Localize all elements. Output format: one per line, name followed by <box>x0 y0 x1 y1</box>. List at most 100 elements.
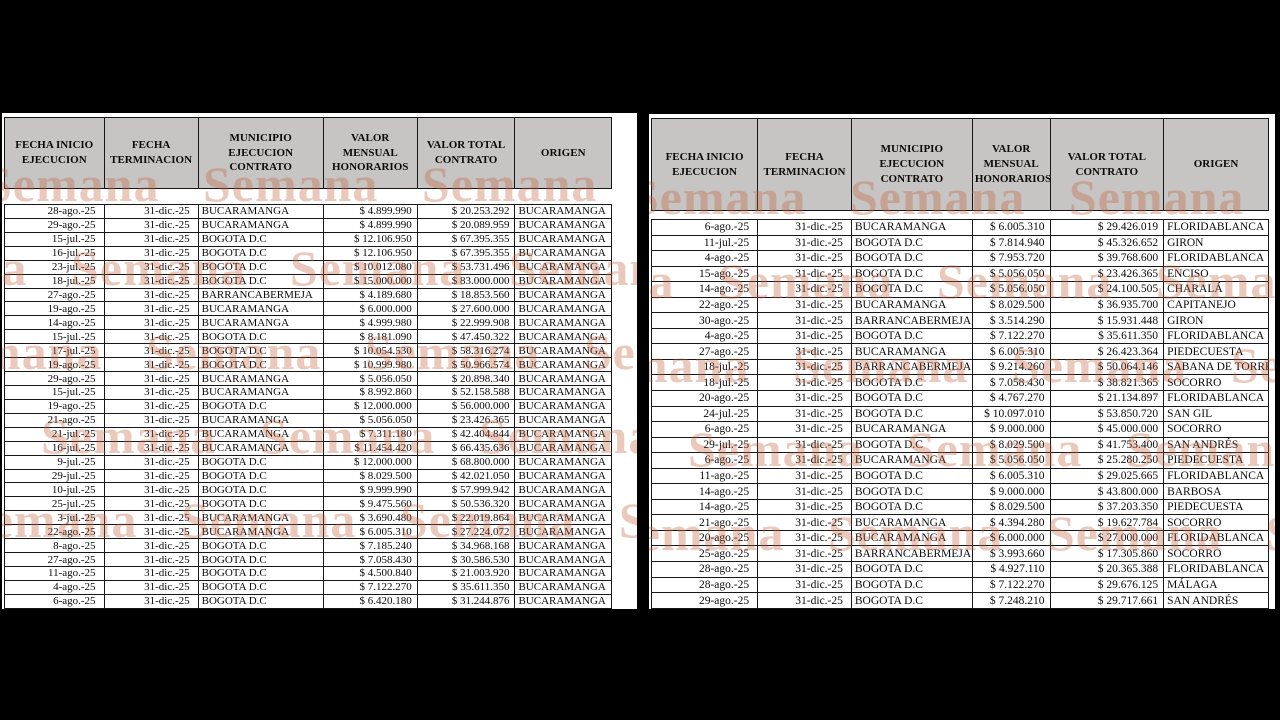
table-cell: BUCARAMANGA <box>514 301 612 317</box>
column-header: FECHA TERMINACION <box>757 118 852 211</box>
table-cell: SABANA DE TORRES <box>1163 358 1269 376</box>
table-cell: BUCARAMANGA <box>514 565 612 581</box>
table-cell: 31-dic.-25 <box>103 273 199 289</box>
table-cell: BUCARAMANGA <box>197 315 324 331</box>
table-cell: $ 6.000.000 <box>322 301 418 317</box>
table-cell: $ 9.475.560 <box>322 496 418 512</box>
table-cell: 4-ago.-25 <box>650 327 759 345</box>
table-cell: $ 8.029.500 <box>971 436 1051 454</box>
table-cell: SAN ANDRÉS <box>1163 592 1269 609</box>
table-cell: BOGOTA D.C <box>197 398 324 414</box>
table-cell: BUCARAMANGA <box>514 231 612 247</box>
table-cell: 31-dic.-25 <box>103 579 199 595</box>
table-row: 28-ago.-25 31-dic.-25 BUCARAMANGA $ 4.899.9… <box>4 204 612 219</box>
table-cell: $ 6.420.180 <box>322 593 418 609</box>
table-cell: PIEDECUESTA <box>1163 452 1269 469</box>
table-cell: 31-dic.-25 <box>103 496 199 512</box>
table-cell: 31-dic.-25 <box>757 265 852 283</box>
table-cell: $ 7.058.430 <box>971 374 1051 392</box>
column-header: VALOR TOTAL CONTRATO <box>416 117 516 189</box>
table-cell: BUCARAMANGA <box>514 538 612 554</box>
table-cell: 8-ago.-25 <box>4 538 105 554</box>
table-row: 10-jul.-25 31-dic.-25 BOGOTA D.C $ 9.999.99… <box>4 482 612 498</box>
table-cell: 31-dic.-25 <box>103 259 199 275</box>
table-cell: $ 12.000.000 <box>322 398 418 414</box>
table-cell: 31-dic.-25 <box>757 421 852 438</box>
table-cell: $ 36.935.700 <box>1049 296 1165 314</box>
column-header: FECHA TERMINACION <box>103 117 199 189</box>
table-cell: BUCARAMANGA <box>850 343 973 360</box>
contracts-table-right: FECHA INICIO EJECUCION FECHA TERMINACION M… <box>650 118 1269 609</box>
table-row: 18-jul.-25 31-dic.-25 BOGOTA D.C $ 15.000.0… <box>4 273 612 289</box>
table-cell: 4-ago.-25 <box>650 250 759 267</box>
table-cell: BARRANCABERMEJA <box>850 312 973 329</box>
table-cell: 31-dic.-25 <box>103 538 199 554</box>
table-cell: 31-dic.-25 <box>103 301 199 317</box>
table-cell: SAN ANDRÉS <box>1163 436 1269 454</box>
table-cell: 31-dic.-25 <box>757 312 852 329</box>
table-cell: $ 11.454.420 <box>322 440 418 456</box>
table-cell: $ 5.056.050 <box>971 265 1051 283</box>
table-row: 11-ago.-25 31-dic.-25 BOGOTA D.C $ 4.500.84… <box>4 565 612 581</box>
table-cell: $ 3.514.290 <box>971 312 1051 329</box>
table-cell: $ 24.100.505 <box>1049 281 1165 298</box>
table-row: 29-jul.-25 31-dic.-25 BOGOTA D.C $ 8.029.50… <box>4 468 612 484</box>
table-cell: $ 7.953.720 <box>971 250 1051 267</box>
column-header: ORIGEN <box>514 117 612 189</box>
table-cell: BOGOTA D.C <box>850 483 973 500</box>
table-cell: 24-jul.-25 <box>650 405 759 423</box>
table-cell: $ 41.753.400 <box>1049 436 1165 454</box>
table-cell: 21-ago.-25 <box>4 412 105 428</box>
table-cell: FLORIDABLANCA <box>1163 250 1269 267</box>
table-cell: $ 57.999.942 <box>416 482 516 498</box>
table-cell: BOGOTA D.C <box>197 329 324 345</box>
table-cell: BUCARAMANGA <box>197 301 324 317</box>
table-cell: 18-jul.-25 <box>4 273 105 289</box>
table-cell: $ 29.717.661 <box>1049 592 1165 609</box>
table-cell: BUCARAMANGA <box>514 426 612 442</box>
table-cell: $ 30.586.530 <box>416 552 516 567</box>
table-cell: 15-jul.-25 <box>4 329 105 345</box>
table-cell: $ 45.000.000 <box>1049 421 1165 438</box>
table-cell: SOCORRO <box>1163 421 1269 438</box>
table-cell: $ 35.611.350 <box>416 579 516 595</box>
table-row: 16-jul.-25 31-dic.-25 BOGOTA D.C $ 12.106.9… <box>4 245 612 261</box>
table-row: 4-ago.-25 31-dic.-25 BOGOTA D.C $ 7.122.270… <box>650 327 1269 345</box>
table-cell: $ 67.395.355 <box>416 231 516 247</box>
table-cell: BOGOTA D.C <box>850 498 973 516</box>
table-cell: BOGOTA D.C <box>850 436 973 454</box>
table-cell: $ 45.326.652 <box>1049 234 1165 252</box>
table-cell: 18-jul.-25 <box>650 374 759 392</box>
table-cell: $ 6.005.310 <box>971 343 1051 360</box>
table-cell: $ 15.000.000 <box>322 273 418 289</box>
table-row: 15-jul.-25 31-dic.-25 BOGOTA D.C $ 12.106.9… <box>4 231 612 247</box>
table-cell: $ 68.800.000 <box>416 454 516 470</box>
table-cell: $ 21.003.920 <box>416 565 516 581</box>
table-row: 23-jul.-25 31-dic.-25 BOGOTA D.C $ 10.012.0… <box>4 259 612 275</box>
table-cell: $ 39.768.600 <box>1049 250 1165 267</box>
table-cell: 19-ago.-25 <box>4 301 105 317</box>
header-row: FECHA INICIO EJECUCION FECHA TERMINACION M… <box>4 117 612 189</box>
table-cell: BOGOTA D.C <box>197 482 324 498</box>
table-cell: $ 9.000.000 <box>971 421 1051 438</box>
table-cell: 3-jul.-25 <box>4 510 105 526</box>
table-cell: 31-dic.-25 <box>103 357 199 373</box>
table-cell: 27-ago.-25 <box>4 287 105 303</box>
table-row: 6-ago.-25 31-dic.-25 BUCARAMANGA $ 9.000.00… <box>650 421 1269 438</box>
table-cell: BUCARAMANGA <box>514 593 612 609</box>
table-cell: BOGOTA D.C <box>850 467 973 485</box>
table-cell: 31-dic.-25 <box>757 545 852 563</box>
table-row: 17-jul.-25 31-dic.-25 BOGOTA D.C $ 10.054.5… <box>4 343 612 359</box>
table-cell: BUCARAMANGA <box>850 219 973 236</box>
table-cell: 6-ago.-25 <box>650 421 759 438</box>
table-cell: 14-ago.-25 <box>4 315 105 331</box>
table-cell: BUCARAMANGA <box>514 412 612 428</box>
table-cell: $ 10.054.530 <box>322 343 418 359</box>
table-cell: 28-ago.-25 <box>650 561 759 578</box>
table-cell: SOCORRO <box>1163 514 1269 531</box>
table-cell: 31-dic.-25 <box>103 245 199 261</box>
table-cell: BOGOTA D.C <box>197 593 324 609</box>
table-cell: 28-ago.-25 <box>650 576 759 594</box>
table-cell: 31-dic.-25 <box>757 576 852 594</box>
table-row: 14-ago.-25 31-dic.-25 BOGOTA D.C $ 8.029.50… <box>650 498 1269 516</box>
